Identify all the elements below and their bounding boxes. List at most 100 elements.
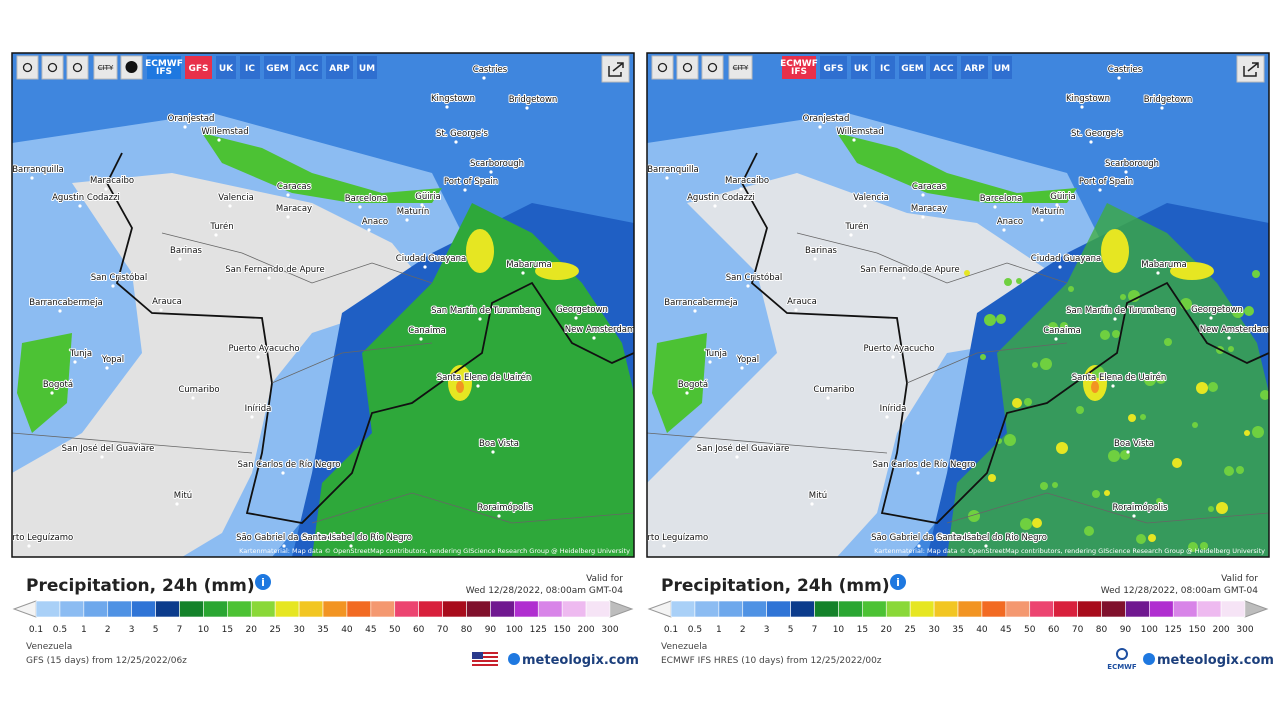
heavy-precip	[466, 229, 494, 273]
dry-area	[647, 173, 1067, 557]
model-button[interactable]	[875, 56, 895, 79]
precip-speckle	[1244, 306, 1254, 316]
share-icon	[1243, 62, 1259, 77]
precip-speckle	[968, 510, 980, 522]
precip-speckle	[1040, 358, 1052, 370]
city-label: São Gabriel da Cachoeira	[236, 533, 344, 543]
city-dot	[739, 187, 743, 191]
model-button[interactable]	[899, 56, 926, 79]
city-dot	[1113, 317, 1117, 321]
precip-speckle	[1260, 390, 1269, 400]
model-button[interactable]	[961, 56, 988, 79]
legend-swatch	[981, 600, 1007, 618]
city-dot	[50, 391, 54, 395]
legend-swatch	[274, 600, 300, 618]
precip-speckle	[1104, 490, 1110, 496]
city-label: Ciudad Guayana	[396, 254, 466, 264]
city-dot	[885, 415, 889, 419]
legend-swatch	[561, 600, 587, 618]
model-run: GFS (15 days) from 12/25/2022/06z	[26, 656, 187, 666]
valid-label: Valid for	[586, 574, 623, 584]
model-button[interactable]	[782, 56, 816, 79]
city-label: St. George's	[1071, 129, 1123, 139]
city-label: Georgetown	[1191, 305, 1243, 315]
city-label: Anaco	[997, 217, 1023, 227]
precip-speckle	[1200, 542, 1208, 550]
legend-label: 70	[437, 625, 449, 635]
city-label: Kingstown	[431, 94, 475, 104]
location-button[interactable]	[41, 55, 64, 80]
panel: Castries Kingstown Bridgetown Oranjestad Wil…	[11, 52, 639, 668]
city-label: San Martín de Turumbang	[1066, 306, 1176, 316]
brand-logo	[1143, 653, 1155, 665]
legend-label: 150	[1189, 625, 1206, 635]
legend-label: 0.5	[688, 625, 702, 635]
precip-speckle	[1156, 374, 1166, 384]
legend-label: 0.1	[29, 625, 43, 635]
model-button[interactable]	[216, 56, 236, 79]
refresh-button[interactable]	[16, 55, 39, 80]
city-label: Maturín	[1032, 207, 1065, 217]
model-button[interactable]	[357, 56, 377, 79]
city-dot	[740, 366, 744, 370]
info-button[interactable]	[890, 574, 906, 590]
legend-swatch	[838, 600, 863, 618]
model-button[interactable]	[147, 56, 181, 79]
precip-speckle	[1188, 542, 1198, 552]
model-button[interactable]	[992, 56, 1012, 79]
city-label: San Cristóbal	[726, 272, 782, 283]
city-label: Mabaruma	[1141, 260, 1187, 270]
city-dot	[1055, 203, 1059, 207]
model-button[interactable]	[326, 56, 353, 79]
heavy-precip	[535, 262, 579, 280]
legend-swatch	[1101, 600, 1126, 618]
city-label: Caracas	[277, 182, 312, 192]
precip-speckle	[1120, 294, 1126, 300]
city-label: San Fernando de Apure	[860, 265, 959, 275]
model-button[interactable]	[295, 56, 322, 79]
info-button[interactable]	[255, 574, 271, 590]
city-label: Inírida	[880, 404, 907, 414]
city-dot	[1089, 140, 1093, 144]
legend-swatch	[909, 600, 935, 618]
model-run: ECMWF IFS HRES (10 days) from 12/25/2022…	[661, 656, 882, 666]
legend-swatch	[35, 600, 61, 618]
city-label: Santa Elena de Uairén	[437, 372, 532, 383]
city-label: New Amsterdam	[565, 325, 636, 335]
zoom-button[interactable]	[701, 55, 724, 80]
precip-speckle	[1192, 422, 1198, 428]
legend-label: 40	[341, 625, 353, 635]
country-border	[740, 152, 1269, 524]
city-dot	[746, 284, 750, 288]
city-dot	[358, 205, 362, 209]
legend-label: 2	[740, 625, 746, 635]
city-dot	[267, 276, 271, 280]
location-button[interactable]	[676, 55, 699, 80]
city-label: Barranquilla	[647, 165, 699, 175]
city-label: Scarborough	[470, 159, 524, 169]
model-button[interactable]	[930, 56, 957, 79]
location-button-icon	[682, 62, 693, 73]
city-label: Barinas	[805, 246, 837, 256]
ecmwf-logo	[1116, 648, 1128, 660]
city-dot	[217, 138, 221, 142]
model-button[interactable]	[240, 56, 260, 79]
city-dot	[1054, 337, 1058, 341]
model-button[interactable]	[820, 56, 847, 79]
precip-speckle	[1208, 506, 1214, 512]
model-button-label: UK	[219, 64, 234, 74]
model-button[interactable]	[851, 56, 871, 79]
city-dot	[665, 176, 669, 180]
city-button[interactable]	[728, 55, 753, 80]
city-dot	[1040, 218, 1044, 222]
legend-label: 80	[1096, 625, 1108, 635]
model-button[interactable]	[185, 56, 212, 79]
model-button[interactable]	[264, 56, 291, 79]
city-button[interactable]	[93, 55, 118, 80]
refresh-button[interactable]	[651, 55, 674, 80]
zoom-button[interactable]	[66, 55, 89, 80]
us-flag-stripe	[472, 654, 498, 656]
city-dot	[250, 415, 254, 419]
precip-speckle	[1016, 278, 1022, 284]
